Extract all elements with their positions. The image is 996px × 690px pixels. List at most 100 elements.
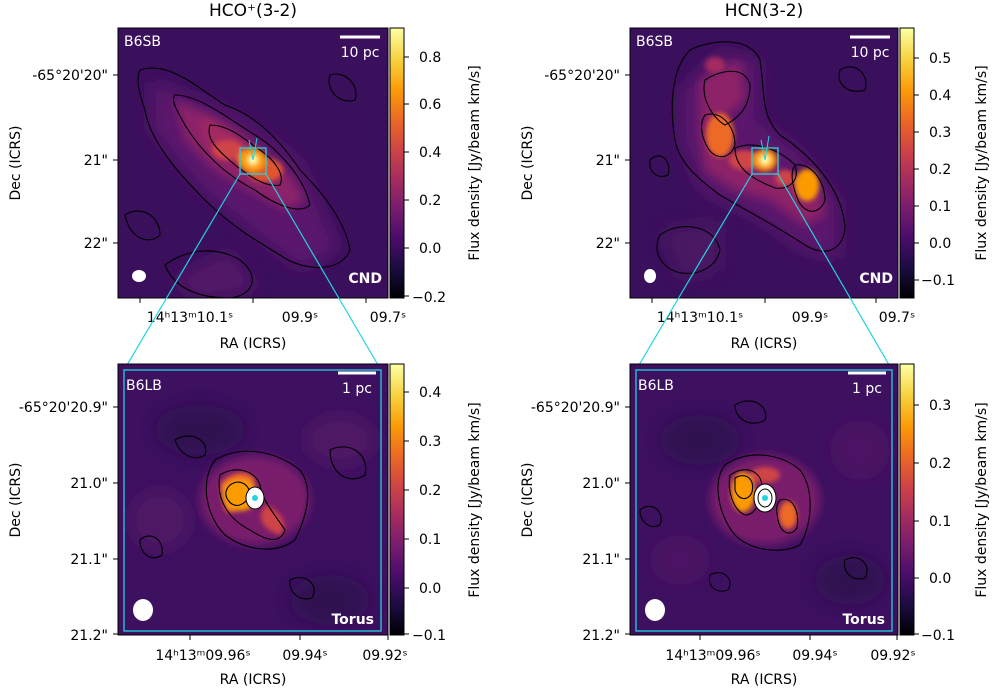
- zoom-frame: [123, 369, 382, 632]
- ra-tick-label: 09.9ˢ: [282, 310, 318, 326]
- colorbar-tick: 0.5: [929, 51, 951, 67]
- colorbar-tick: 0.3: [929, 125, 951, 141]
- colorbar-tick: 0.3: [929, 398, 951, 414]
- colorbar-tick: 0.3: [419, 434, 441, 450]
- dec-tick-label: -65°20'20.9": [531, 400, 620, 416]
- ra-tick-label: 09.7ˢ: [879, 310, 915, 326]
- emission-map: 1 pc B6LB Torus: [118, 364, 388, 635]
- band-label: B6LB: [638, 378, 674, 394]
- nucleus-marker: [762, 495, 768, 501]
- colorbar-tick: 0.0: [929, 236, 951, 252]
- ra-tick-label: 09.94ˢ: [282, 648, 327, 664]
- colorbar: 0.8 0.6 0.4 0.2 0.0 −0.2 Flux density [J…: [389, 27, 483, 306]
- colorbar-tick: 0.0: [419, 241, 441, 257]
- colorbar-tick: 0.6: [419, 97, 441, 113]
- dec-tick-label: -65°20'20": [32, 68, 108, 84]
- dec-ticks: [113, 74, 367, 303]
- ra-axis-label: RA (ICRS): [731, 672, 798, 688]
- scale-bar-label: 1 pc: [342, 381, 372, 397]
- ra-tick-label: 09.94ˢ: [792, 648, 837, 664]
- ra-tick-label: 09.9ˢ: [792, 310, 828, 326]
- beam-ellipse: [133, 599, 153, 621]
- panel-hco-torus: 1 pc B6LB Torus -65°20'20.9" 21.0" 21.1"…: [8, 363, 483, 688]
- dec-axis-label: Dec (ICRS): [8, 463, 24, 538]
- colorbar-label: Flux density [Jy/beam km/s]: [974, 65, 990, 260]
- zoom-connectors: [123, 173, 893, 371]
- colorbar-tick: 0.1: [929, 199, 951, 215]
- region-label: CND: [348, 271, 382, 287]
- scale-bar-label: 1 pc: [852, 381, 882, 397]
- dec-tick-label: 21.0": [582, 476, 620, 492]
- dec-tick-label: 22": [596, 236, 620, 252]
- dec-tick-label: 21": [84, 153, 108, 169]
- colorbar: 0.3 0.2 0.1 0.0 −0.1 Flux density [Jy/be…: [899, 363, 990, 644]
- colorbar-tick: 0.1: [419, 532, 441, 548]
- colorbar-tick: 0.4: [419, 385, 441, 401]
- band-label: B6SB: [636, 34, 673, 50]
- emission-map: 10 pc B6SB CND: [118, 28, 388, 298]
- dec-tick-label: 21.2": [582, 628, 620, 644]
- scale-bar-label: 10 pc: [341, 45, 380, 61]
- panel-title: HCO⁺(3-2): [209, 1, 297, 21]
- beam-ellipse: [132, 270, 146, 282]
- colorbar: 0.5 0.4 0.3 0.2 0.1 0.0 −0.1 Flux densit…: [899, 27, 990, 299]
- ra-tick-label: 14ʰ13ᵐ10.1ˢ: [657, 310, 743, 326]
- ra-tick-label: 09.92ˢ: [870, 648, 915, 664]
- colorbar: 0.4 0.3 0.2 0.1 0.0 −0.1 Flux density [J…: [389, 363, 483, 644]
- colorbar-tick: −0.1: [921, 628, 955, 644]
- region-label: Torus: [331, 612, 374, 628]
- dec-tick-label: 21.2": [70, 628, 108, 644]
- colorbar-label: Flux density [Jy/beam km/s]: [974, 402, 990, 597]
- colorbar-tick: 0.4: [929, 88, 951, 104]
- zoom-frame: [635, 369, 893, 632]
- ra-tick-label: 14ʰ13ᵐ09.96ˢ: [665, 648, 760, 664]
- panel-hco-cnd: HCO⁺(3-2): [8, 1, 483, 352]
- colorbar-tick: 0.2: [419, 483, 441, 499]
- emission-map: 10 pc B6SB CND: [630, 28, 898, 298]
- panel-title: HCN(3-2): [725, 1, 803, 21]
- emission-map: 1 pc B6LB Torus: [630, 364, 898, 635]
- colorbar-tick: 0.2: [929, 456, 951, 472]
- dec-tick-label: 21.1": [582, 552, 620, 568]
- dec-axis-label: Dec (ICRS): [520, 126, 536, 201]
- colorbar-tick: 0.1: [929, 514, 951, 530]
- colorbar-tick: −0.2: [412, 290, 446, 306]
- panel-hcn-torus: 1 pc B6LB Torus -65°20'20.9" 21.0" 21.1"…: [520, 363, 990, 688]
- ra-axis-label: RA (ICRS): [220, 672, 287, 688]
- colorbar-tick: 0.2: [929, 162, 951, 178]
- ra-axis-label: RA (ICRS): [731, 336, 798, 352]
- dec-tick-label: 21.1": [70, 552, 108, 568]
- ra-tick-label: 14ʰ13ᵐ10.1ˢ: [147, 310, 233, 326]
- dec-tick-label: 22": [84, 236, 108, 252]
- dec-tick-label: -65°20'20": [544, 68, 620, 84]
- panel-hcn-cnd: HCN(3-2): [520, 1, 990, 352]
- zoom-box: [239, 147, 267, 175]
- contours: [139, 435, 367, 600]
- contours: [124, 67, 357, 298]
- ra-tick-label: 09.92ˢ: [362, 648, 407, 664]
- dec-tick-label: 21.0": [70, 476, 108, 492]
- band-label: B6LB: [126, 378, 162, 394]
- beam-ellipse: [645, 599, 665, 621]
- colorbar-tick: 0.0: [929, 571, 951, 587]
- colorbar-tick: −0.1: [921, 273, 955, 289]
- colorbar-tick: 0.2: [419, 193, 441, 209]
- dec-tick-label: -65°20'20.9": [19, 400, 108, 416]
- scale-bar-label: 10 pc: [851, 45, 890, 61]
- ra-axis-label: RA (ICRS): [220, 336, 287, 352]
- colorbar-tick: 0.4: [419, 145, 441, 161]
- nucleus-marker: [252, 495, 258, 501]
- region-label: Torus: [842, 612, 885, 628]
- ra-tick-label: 09.7ˢ: [370, 310, 406, 326]
- region-label: CND: [859, 271, 893, 287]
- dec-axis-label: Dec (ICRS): [8, 126, 24, 201]
- dec-axis-label: Dec (ICRS): [520, 463, 536, 538]
- colorbar-label: Flux density [Jy/beam km/s]: [467, 402, 483, 597]
- colorbar-tick: −0.1: [412, 628, 446, 644]
- colorbar-tick: 0.0: [419, 581, 441, 597]
- zoom-box: [751, 147, 779, 175]
- band-label: B6SB: [124, 34, 161, 50]
- colorbar-tick: 0.8: [419, 50, 441, 66]
- colorbar-label: Flux density [Jy/beam km/s]: [467, 65, 483, 260]
